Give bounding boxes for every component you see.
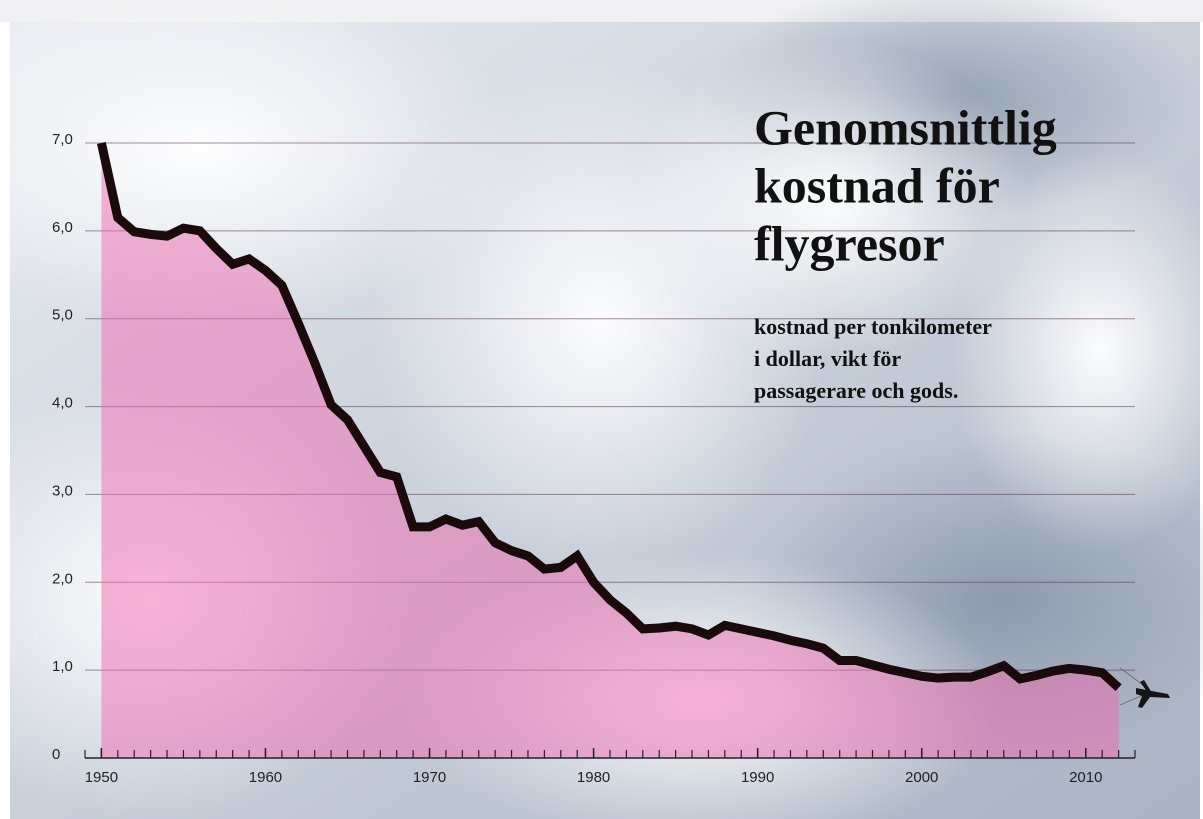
y-tick-label: 5,0 bbox=[52, 307, 73, 324]
subtitle-line: kostnad per tonkilometer bbox=[754, 314, 992, 339]
y-tick-label: 3,0 bbox=[52, 482, 73, 499]
page: {"chart_data": { "type": "area", "title"… bbox=[0, 0, 1203, 819]
title-line: Genomsnittlig bbox=[754, 99, 1057, 155]
x-tick-label: 1980 bbox=[577, 769, 610, 786]
x-tick-label: 1970 bbox=[413, 769, 446, 786]
title-line: flygresor bbox=[754, 215, 945, 271]
y-tick-label: 2,0 bbox=[52, 570, 73, 587]
x-tick-label: 2000 bbox=[905, 769, 938, 786]
subtitle-line: passagerare och gods. bbox=[754, 378, 958, 403]
x-tick-label: 1950 bbox=[85, 769, 118, 786]
y-tick-label: 7,0 bbox=[52, 131, 73, 148]
x-tick-label: 2010 bbox=[1069, 769, 1102, 786]
y-tick-label: 6,0 bbox=[52, 219, 73, 236]
subtitle-line: i dollar, vikt för bbox=[754, 346, 901, 371]
x-tick-label: 1990 bbox=[741, 769, 774, 786]
y-tick-label: 0 bbox=[52, 746, 60, 763]
y-tick-label: 1,0 bbox=[52, 658, 73, 675]
title-line: kostnad för bbox=[754, 157, 1000, 213]
y-tick-label: 4,0 bbox=[52, 395, 73, 412]
chart: 0 1,0 2,0 3,0 4,0 5,0 6,0 7,0 1950 1960 1970 1980 19… bbox=[0, 0, 1203, 819]
x-tick-label: 1960 bbox=[249, 769, 282, 786]
